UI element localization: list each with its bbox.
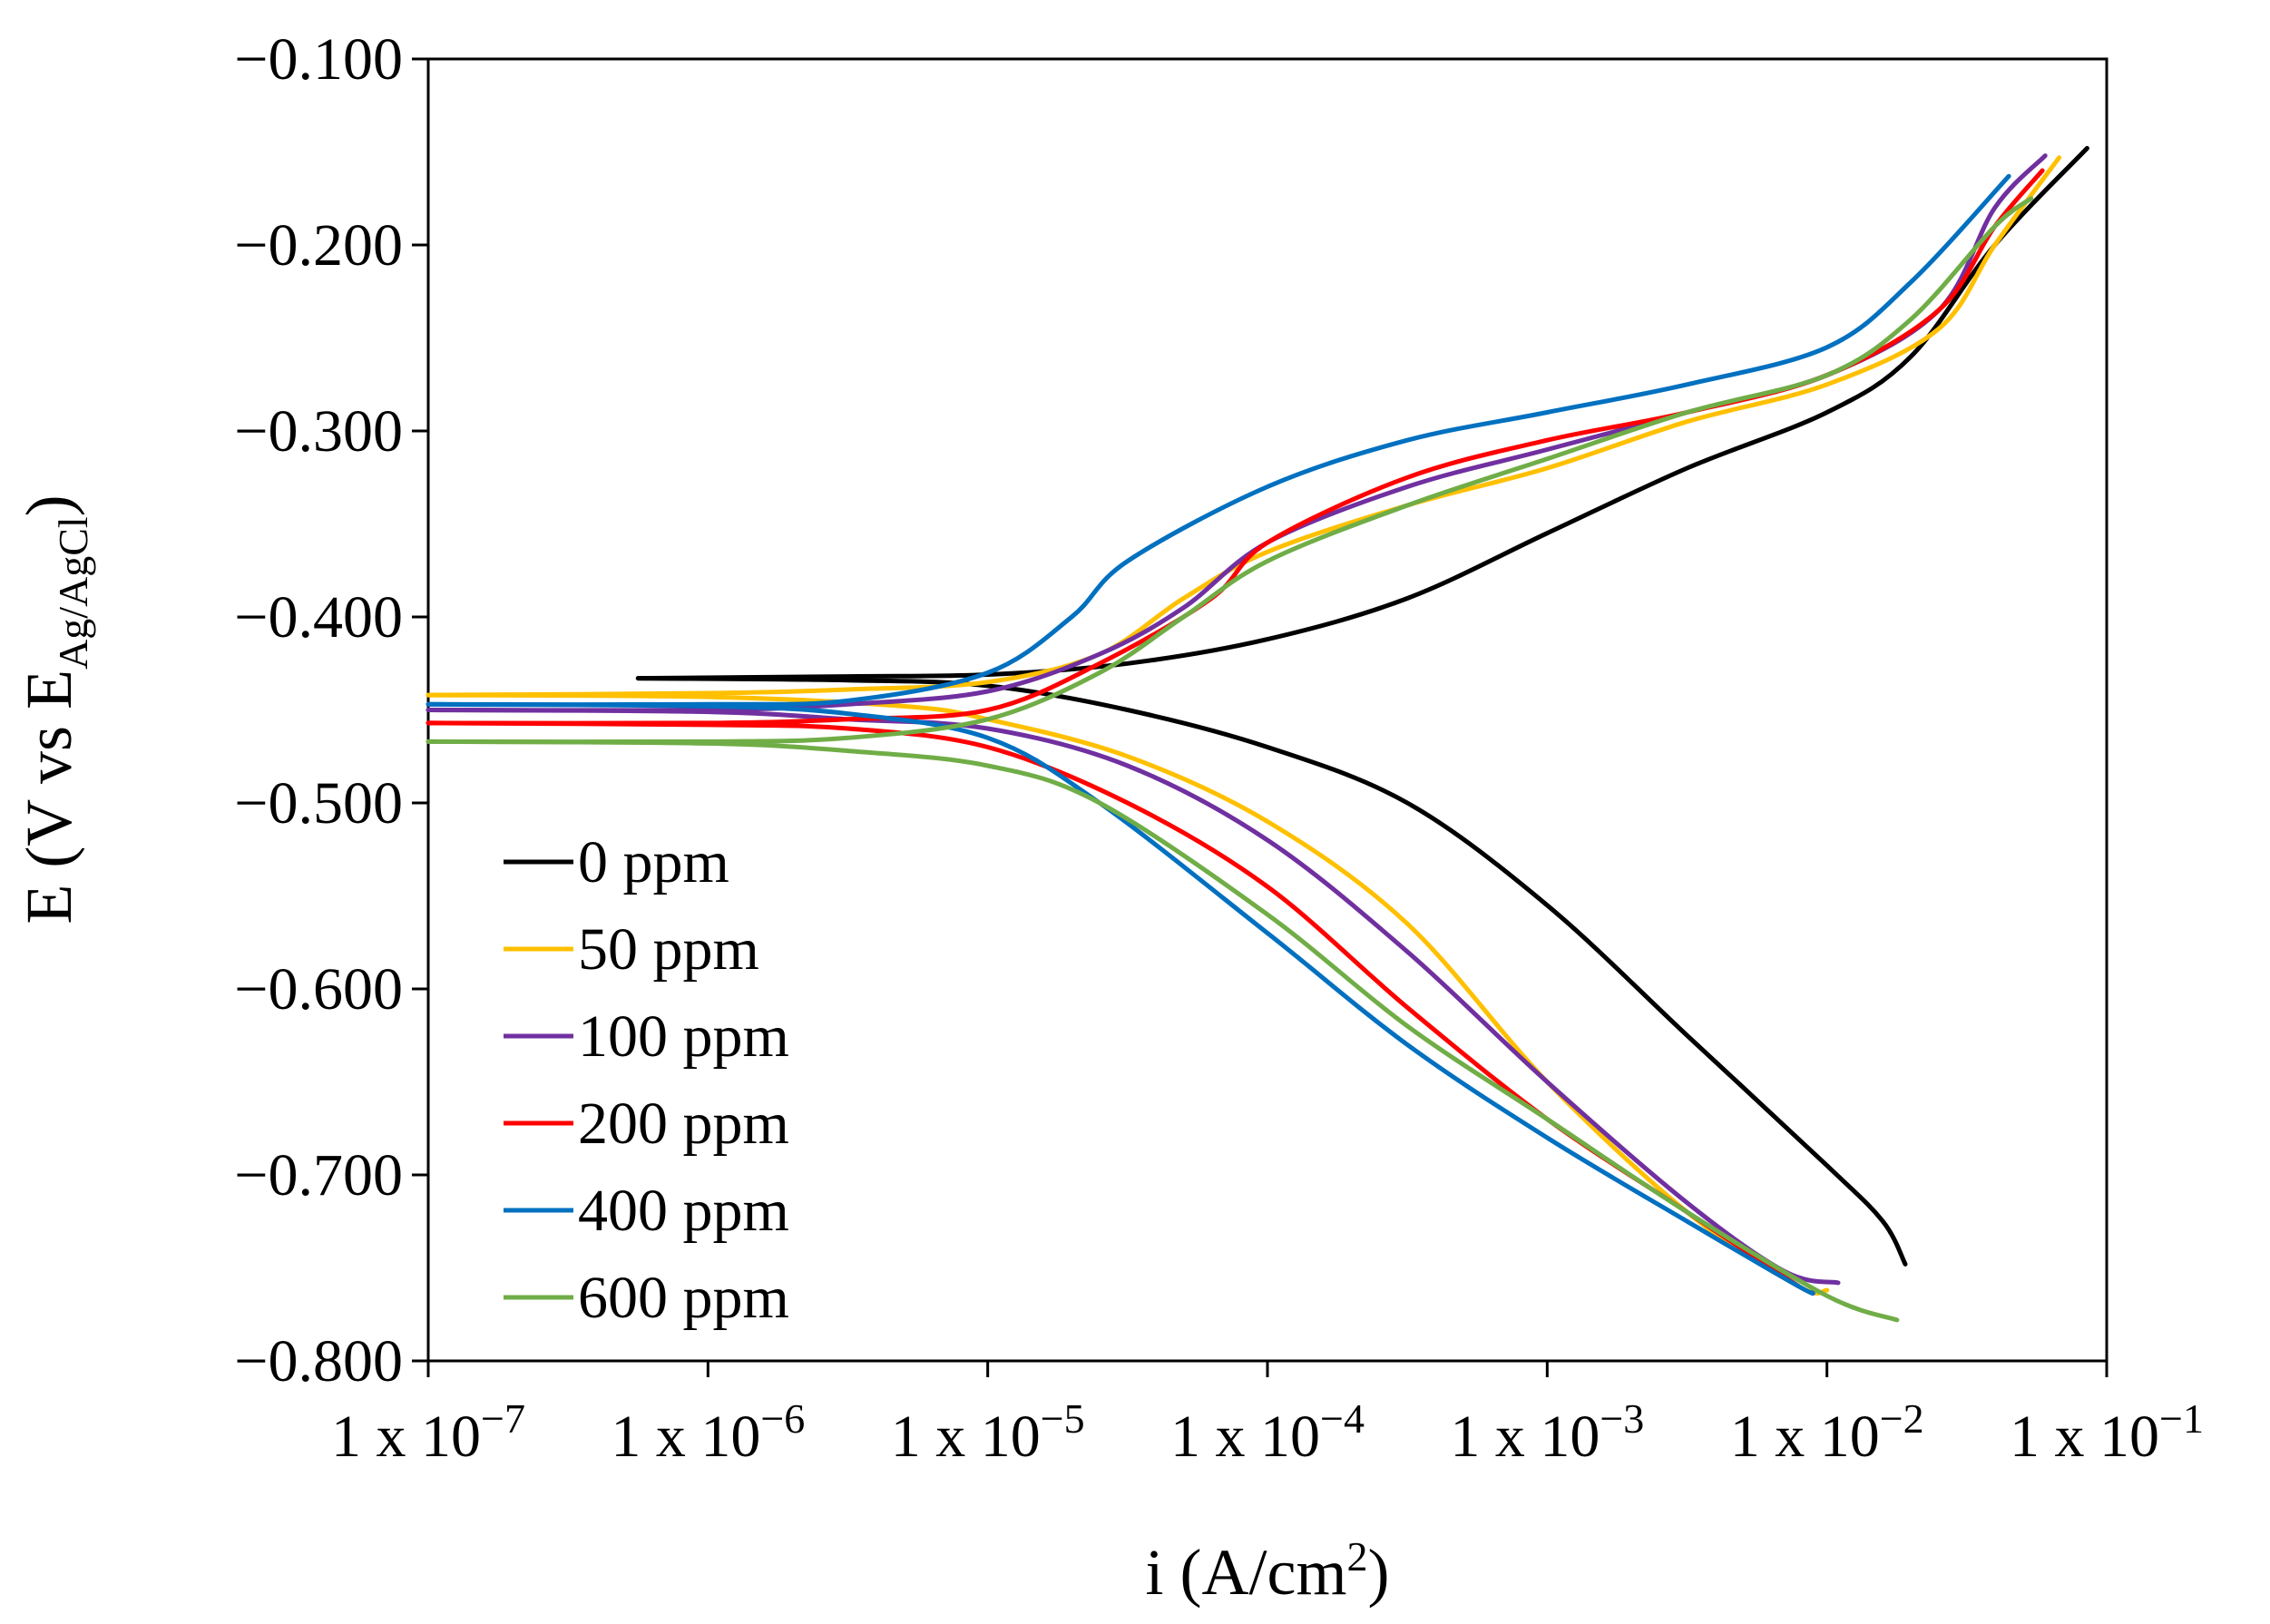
series-0-ppm-cathodic-line xyxy=(635,676,1908,1267)
x-tick-label: 1 x 10−6 xyxy=(611,1395,805,1470)
y-tick-label: −0.600 xyxy=(234,956,403,1022)
legend-label-400-ppm: 400 ppm xyxy=(578,1178,789,1244)
x-tick-label: 1 x 10−1 xyxy=(2010,1395,2204,1470)
y-tick-label: −0.800 xyxy=(234,1328,403,1394)
legend-label-50-ppm: 50 ppm xyxy=(578,916,759,983)
x-tick-label: 1 x 10−4 xyxy=(1170,1395,1365,1470)
y-tick-label: −0.400 xyxy=(234,584,403,651)
legend-label-100-ppm: 100 ppm xyxy=(578,1003,789,1070)
x-tick-label: 1 x 10−7 xyxy=(331,1395,525,1470)
x-tick-label: 1 x 10−2 xyxy=(1730,1395,1924,1470)
y-tick-label: −0.700 xyxy=(234,1142,403,1208)
tick-layer: −0.100 −0.200 −0.300 −0.400 −0.500 −0.600 −0.7… xyxy=(234,26,2204,1470)
series-0-ppm-anodic-line xyxy=(635,145,2089,681)
series-400-ppm-cathodic-line xyxy=(426,701,1815,1296)
x-tick-label: 1 x 10−5 xyxy=(891,1395,1085,1470)
series-100-ppm-anodic-line xyxy=(426,153,2048,713)
series-600-ppm-cathodic-line xyxy=(426,739,1900,1323)
y-tick-label: −0.500 xyxy=(234,770,403,836)
series-600-ppm-anodic-line xyxy=(426,196,2034,745)
series-layer xyxy=(426,145,2089,1323)
series-100-ppm-cathodic-line xyxy=(426,708,1841,1286)
legend-label-600-ppm: 600 ppm xyxy=(578,1265,789,1331)
legend-label-200-ppm: 200 ppm xyxy=(578,1091,789,1157)
legend-label-0-ppm: 0 ppm xyxy=(578,829,729,895)
y-tick-label: −0.200 xyxy=(234,212,403,279)
y-tick-label: −0.300 xyxy=(234,398,403,465)
x-axis-title: i (A/cm2) xyxy=(1146,1533,1390,1609)
series-200-ppm-anodic-line xyxy=(426,168,2045,726)
legend: 0 ppm 50 ppm 100 ppm 200 ppm 400 ppm 600 ppm xyxy=(504,829,789,1331)
series-50-ppm-anodic-line xyxy=(426,155,2062,698)
y-axis-title: E (V vs EAg/AgCl) xyxy=(13,494,96,924)
x-tick-label: 1 x 10−3 xyxy=(1450,1395,1644,1470)
series-400-ppm-anodic-line xyxy=(426,173,2011,708)
y-tick-label: −0.100 xyxy=(234,26,403,93)
